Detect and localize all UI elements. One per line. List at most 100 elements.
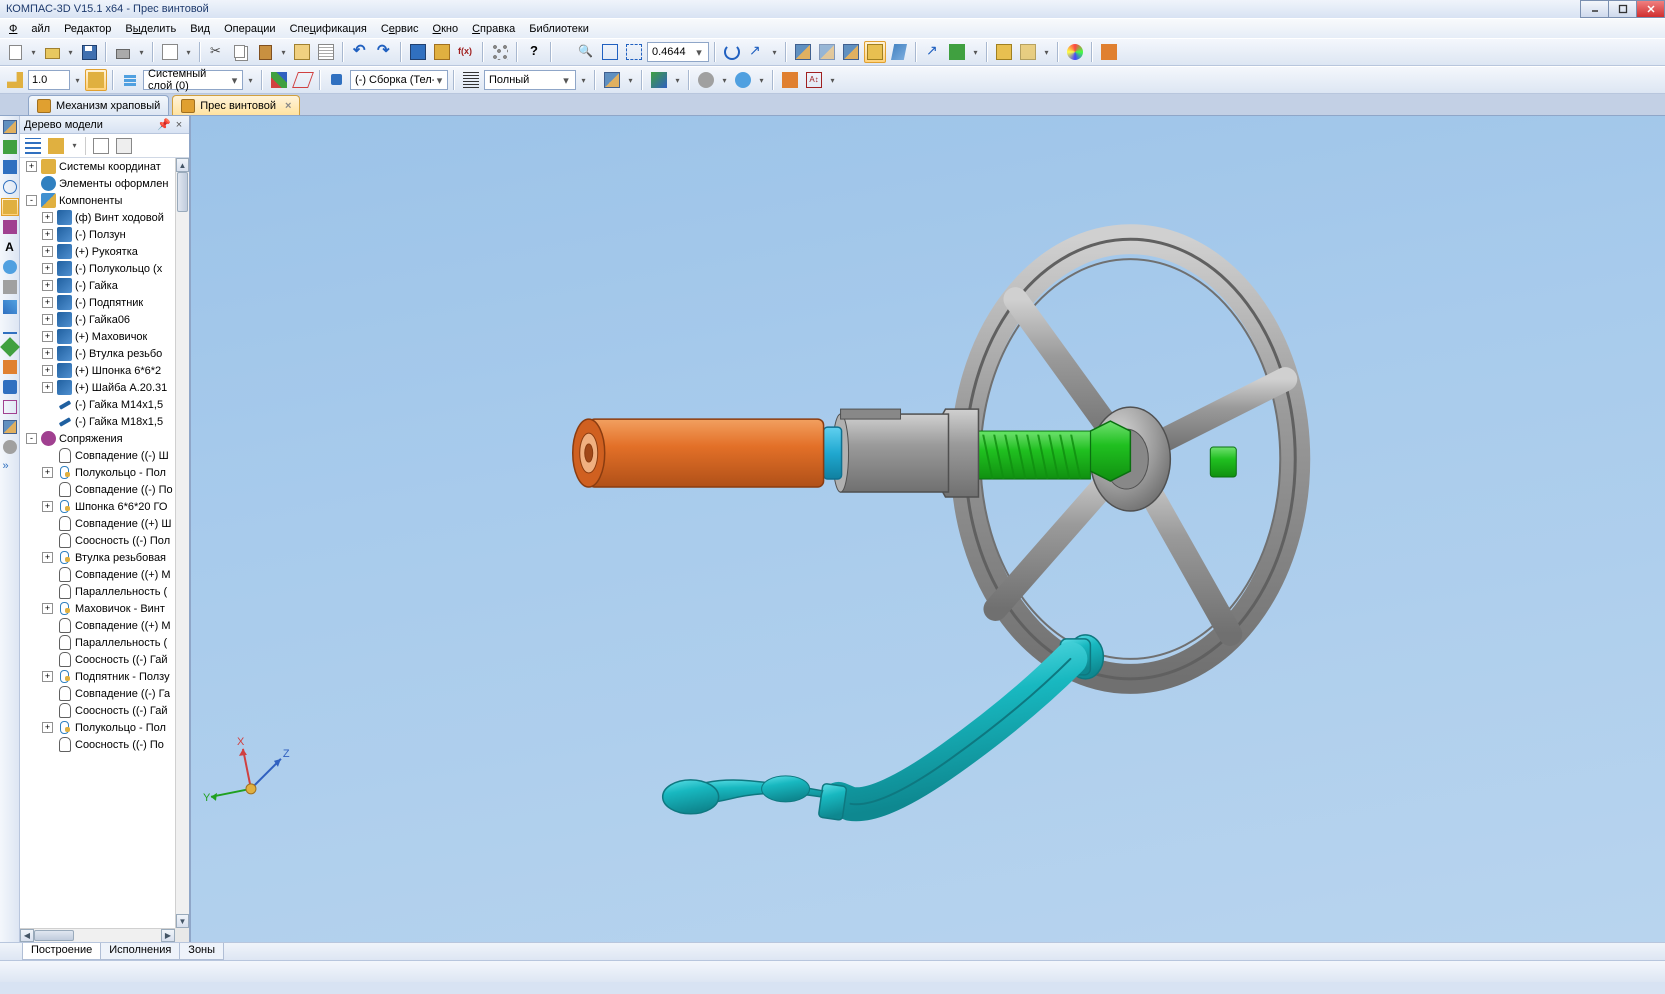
tree-hscroll[interactable]: ◀ ▶ [20, 928, 175, 942]
paste-dropdown[interactable]: ▾ [278, 44, 289, 60]
tree-item[interactable]: Параллельность ( [20, 634, 175, 651]
lt-sketch-button[interactable] [1, 138, 19, 156]
tree-item[interactable]: +(+) Шайба A.20.31 [20, 379, 175, 396]
display-icon-button[interactable] [460, 69, 482, 91]
zoom-window-button[interactable] [623, 41, 645, 63]
section2-button[interactable] [1017, 41, 1039, 63]
properties-button[interactable] [315, 41, 337, 63]
scroll-right-button[interactable]: ▶ [161, 929, 175, 942]
layer-combo[interactable]: Системный слой (0) ▾ [143, 70, 243, 90]
tree-item[interactable]: +Системы координат [20, 158, 175, 175]
view-shaded-button[interactable] [840, 41, 862, 63]
undo-button[interactable] [349, 41, 371, 63]
tool-a-button[interactable] [489, 41, 511, 63]
tree-expand-toggle[interactable]: - [26, 433, 37, 444]
color-button[interactable] [1064, 41, 1086, 63]
tree-item[interactable]: +Полукольцо - Пол [20, 464, 175, 481]
view-wire-button[interactable] [792, 41, 814, 63]
tree-item[interactable]: +(-) Ползун [20, 226, 175, 243]
tree-item[interactable]: Совпадение ((-) Ш [20, 447, 175, 464]
perspective-button[interactable] [888, 41, 910, 63]
menu-service[interactable]: Сервис [374, 21, 426, 37]
paste-button[interactable] [254, 41, 276, 63]
pan-button[interactable] [946, 41, 968, 63]
body-combo[interactable]: (-) Сборка (Тел-0, С ▾ [350, 70, 448, 90]
show-dropdown[interactable]: ▾ [756, 72, 767, 88]
tree-expand-toggle[interactable]: + [42, 246, 53, 257]
bottom-tab-zones[interactable]: Зоны [179, 943, 224, 960]
tree-expand-toggle[interactable]: + [42, 467, 53, 478]
tree-expand-toggle[interactable]: + [42, 280, 53, 291]
body-icon-button[interactable] [326, 69, 348, 91]
panel-close-button[interactable]: × [173, 119, 185, 131]
new-dropdown[interactable]: ▾ [28, 44, 39, 60]
scroll-up-button[interactable]: ▲ [176, 158, 189, 172]
lt-16-button[interactable] [1, 418, 19, 436]
tree-item[interactable]: Элементы оформлен [20, 175, 175, 192]
preview-dropdown[interactable]: ▾ [183, 44, 194, 60]
save-button[interactable] [78, 41, 100, 63]
tree-item[interactable]: (-) Гайка M14x1,5 [20, 396, 175, 413]
hide-button[interactable] [695, 69, 717, 91]
tree-collapse-button[interactable] [114, 136, 134, 156]
help-button[interactable] [523, 41, 545, 63]
plane-button[interactable] [292, 69, 314, 91]
render-a-dropdown[interactable]: ▾ [625, 72, 636, 88]
tree-item[interactable]: +Шпонка 6*6*20 ГО [20, 498, 175, 515]
tree-list[interactable]: +Системы координатЭлементы оформлен-Комп… [20, 158, 175, 928]
tree-item[interactable]: (-) Гайка M18x1,5 [20, 413, 175, 430]
tree-item[interactable]: Совпадение ((-) По [20, 481, 175, 498]
lt-component-button[interactable] [1, 118, 19, 136]
lt-17-button[interactable] [1, 438, 19, 456]
show-button[interactable] [732, 69, 754, 91]
lt-mate-button[interactable] [1, 198, 19, 216]
zoom-fit-button[interactable] [599, 41, 621, 63]
scroll-left-button[interactable]: ◀ [20, 929, 34, 942]
display-dropdown[interactable]: ▾ [578, 72, 589, 88]
close-button[interactable] [1636, 0, 1665, 18]
snap-button[interactable] [85, 69, 107, 91]
format-button[interactable] [291, 41, 313, 63]
3d-viewport[interactable]: Y X Z [190, 116, 1665, 942]
dim-b-button[interactable]: A↕ [803, 69, 825, 91]
minimize-button[interactable] [1580, 0, 1609, 18]
new-button[interactable] [4, 41, 26, 63]
section-dropdown[interactable]: ▾ [1041, 44, 1052, 60]
tab-close-button[interactable]: × [285, 100, 291, 112]
rotate-button[interactable] [721, 41, 743, 63]
view-hidden-button[interactable] [816, 41, 838, 63]
tree-expand-toggle[interactable]: + [42, 552, 53, 563]
menu-help[interactable]: Справка [465, 21, 522, 37]
menu-libs[interactable]: Библиотеки [522, 21, 596, 37]
tree-item[interactable]: Совпадение ((+) Ш [20, 515, 175, 532]
tree-item[interactable]: Совпадение ((+) М [20, 566, 175, 583]
tree-item[interactable]: +Втулка резьбовая [20, 549, 175, 566]
tree-item[interactable]: +(-) Полукольцо (х [20, 260, 175, 277]
tree-expand-toggle[interactable]: + [42, 603, 53, 614]
zoom-in-button[interactable] [575, 41, 597, 63]
menu-window[interactable]: Окно [426, 21, 466, 37]
tree-item[interactable]: +Маховичок - Винт [20, 600, 175, 617]
tree-vscroll[interactable]: ▲ ▼ [175, 158, 189, 928]
layers-button[interactable] [119, 69, 141, 91]
tree-dropdown[interactable]: ▾ [69, 138, 80, 154]
step-input[interactable] [28, 70, 70, 90]
maximize-button[interactable] [1608, 0, 1637, 18]
view-shaded-edges-button[interactable] [864, 41, 886, 63]
tree-expand-toggle[interactable]: - [26, 195, 37, 206]
prop-button-1[interactable] [8, 961, 30, 983]
tree-item[interactable]: +(-) Подпятник [20, 294, 175, 311]
render-b-dropdown[interactable]: ▾ [672, 72, 683, 88]
lt-edit-button[interactable] [1, 158, 19, 176]
lt-10-button[interactable] [1, 298, 19, 316]
bottom-tab-variants[interactable]: Исполнения [100, 943, 180, 960]
tree-item[interactable]: +(ф) Винт ходовой [20, 209, 175, 226]
doc-tab-2[interactable]: Прес винтовой × [172, 95, 300, 115]
vars-button[interactable] [431, 41, 453, 63]
tree-item[interactable]: Соосность ((-) По [20, 736, 175, 753]
tree-item[interactable]: +(-) Гайка06 [20, 311, 175, 328]
bottom-tab-build[interactable]: Построение [22, 943, 101, 960]
hide-dropdown[interactable]: ▾ [719, 72, 730, 88]
print-button[interactable] [112, 41, 134, 63]
tree-item[interactable]: +(+) Рукоятка [20, 243, 175, 260]
